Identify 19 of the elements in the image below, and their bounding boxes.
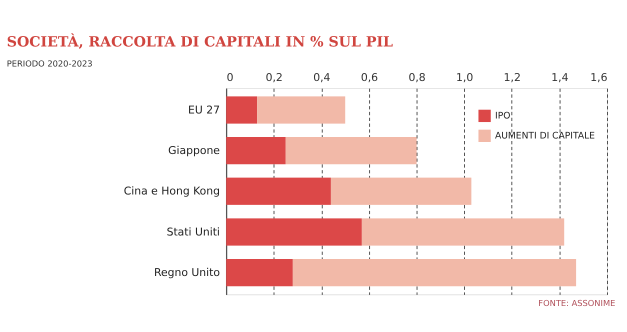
y-tick-label: Cina e Hong Kong — [124, 184, 220, 198]
x-tick-label: 0,2 — [266, 71, 283, 84]
y-tick-label: EU 27 — [188, 103, 220, 116]
y-tick-label: Giappone — [168, 144, 220, 157]
text: PERIODO 2020-2023 — [6, 58, 93, 69]
x-tick-label: 1,2 — [504, 71, 521, 84]
legend-label: AUMENTI DI CAPITALE — [495, 131, 596, 142]
legend-label: IPO — [495, 111, 510, 122]
x-tick-label: 0,8 — [408, 71, 426, 84]
source-note: FONTE: ASSONIME — [538, 298, 616, 308]
x-tick-label: 0,4 — [313, 71, 331, 84]
x-tick-label: 1,0 — [456, 71, 474, 84]
x-tick-label: 1,4 — [551, 71, 569, 84]
y-tick-label: Stati Uniti — [166, 225, 220, 238]
x-tick-label: 0 — [226, 71, 234, 84]
x-tick-label: 0,6 — [360, 71, 378, 84]
x-tick-label: 1,6 — [590, 71, 608, 84]
chart-title: SOCIETÀ, RACCOLTA DI CAPITALI IN % SUL PIL — [6, 32, 394, 51]
y-tick-label: Regno Unito — [154, 266, 220, 279]
